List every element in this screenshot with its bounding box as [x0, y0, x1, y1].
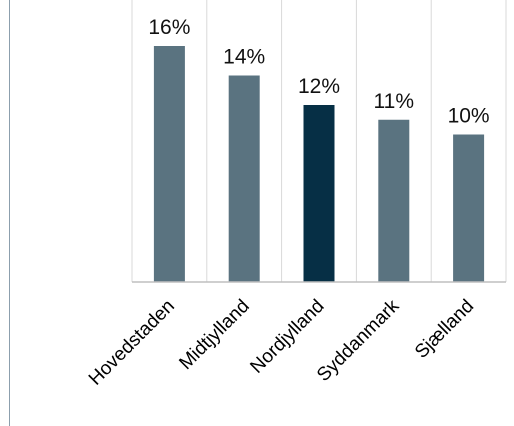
- page-border: [9, 0, 10, 426]
- category-label-nordjylland: Nordjylland: [246, 296, 328, 378]
- category-labels: HovedstadenMidtjyllandNordjyllandSyddanm…: [85, 295, 478, 389]
- category-label-hovedstaden: Hovedstaden: [85, 296, 179, 390]
- value-label-nordjylland: 12%: [298, 75, 340, 98]
- bar-midtjylland: [228, 75, 260, 282]
- bar-hovedstaden: [153, 46, 185, 282]
- value-label-hovedstaden: 16%: [148, 16, 190, 39]
- category-label-midtjylland: Midtjylland: [175, 296, 253, 374]
- bars: [153, 46, 485, 282]
- bar-nordjylland: [303, 105, 335, 282]
- value-label-syddanmark: 11%: [374, 90, 414, 113]
- value-label-midtjylland: 14%: [223, 46, 265, 69]
- category-label-sjælland: Sjælland: [411, 296, 478, 363]
- bar-sjælland: [453, 134, 485, 282]
- gridlines: [131, 0, 507, 282]
- bar-syddanmark: [378, 119, 410, 282]
- value-labels: 16% 14% 12% 11% 10%: [148, 16, 489, 128]
- value-label-sjælland: 10%: [448, 105, 490, 128]
